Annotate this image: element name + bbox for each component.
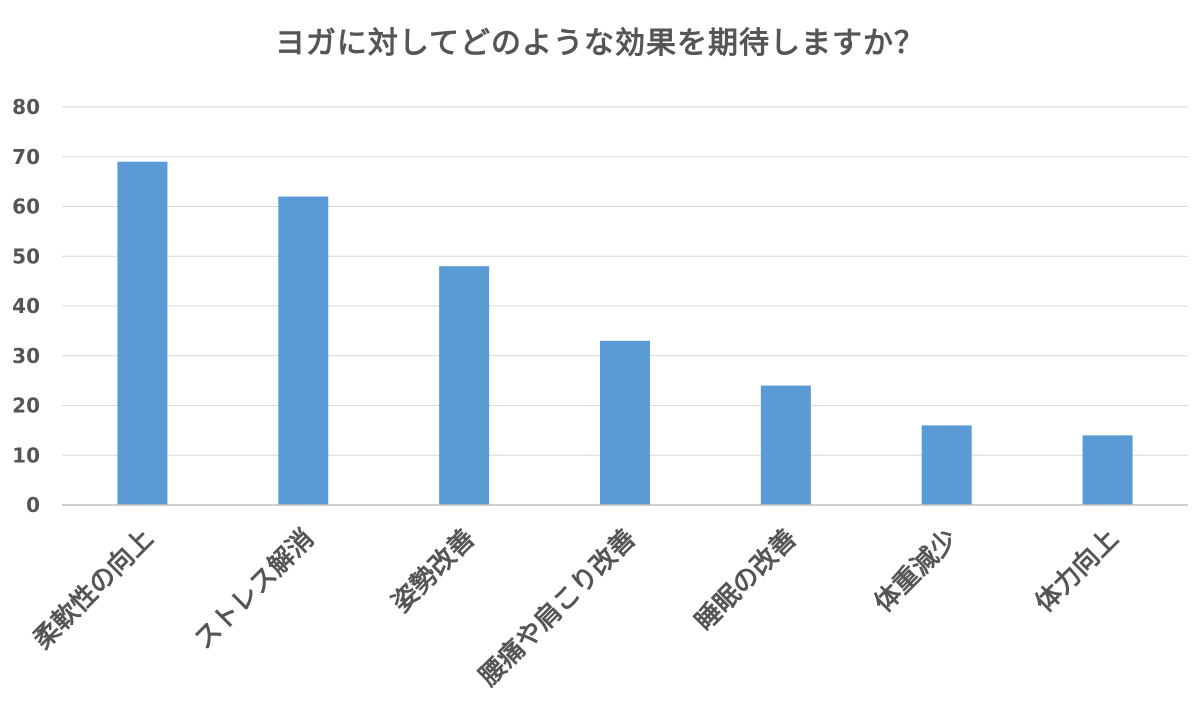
y-axis-ticks: 0 10 20 30 40 50 60 70 80 [12,95,40,517]
bar [117,161,168,505]
bar [921,425,972,505]
bar [600,340,650,505]
y-tick-label: 20 [12,394,40,418]
bar [1082,435,1133,505]
y-tick-label: 50 [12,244,40,268]
chart-title: ヨガに対してどのような効果を期待しますか？ [274,26,926,61]
x-tick-label: 体力向上 [1029,523,1124,618]
x-tick-label: 姿勢改善 [386,523,481,618]
x-tick-label: 柔軟性の向上 [27,523,159,655]
bar [760,385,811,505]
x-tick-label: 睡眠の改善 [689,523,803,637]
y-tick-label: 70 [12,145,40,169]
y-tick-label: 0 [26,493,40,517]
x-tick-label: ストレス解消 [189,524,321,656]
x-tick-label: 体重減少 [869,524,964,619]
y-tick-label: 40 [12,294,40,318]
bars [117,161,1133,506]
y-tick-label: 60 [12,195,40,219]
y-tick-label: 10 [12,443,40,467]
y-tick-label: 30 [12,344,40,368]
bar [278,196,329,506]
x-tick-label: 腰痛や肩こり改善 [472,523,642,693]
bar [439,266,490,505]
y-tick-label: 80 [12,95,40,119]
